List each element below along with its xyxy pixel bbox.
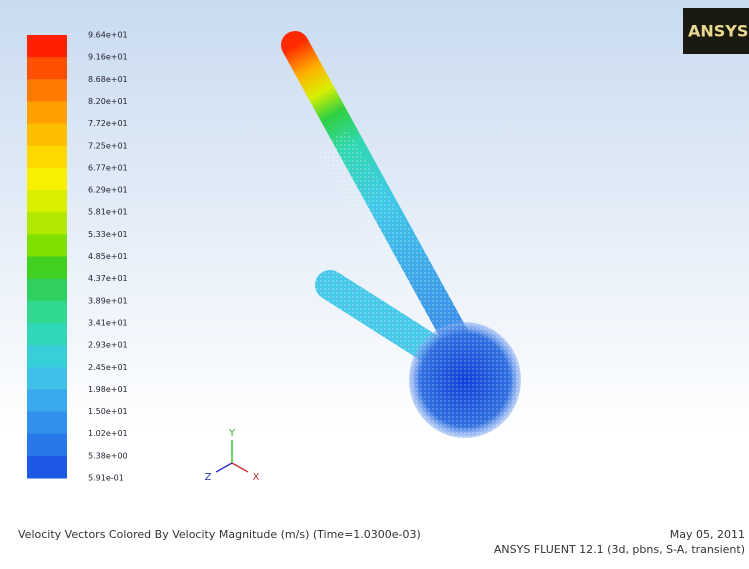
color-band [27, 35, 67, 58]
viewer: 9.64e+01 9.16e+01 8.68e+01 8.20e+01 7.72e+01… [0, 0, 749, 565]
color-bar-label: 6.29e+01 [88, 186, 128, 195]
caption: Velocity Vectors Colored By Velocity Mag… [18, 528, 421, 541]
color-bar-label: 8.20e+01 [88, 97, 128, 106]
color-bar-label: 2.45e+01 [88, 363, 128, 372]
color-bar-label: 3.41e+01 [88, 318, 128, 327]
color-band [27, 434, 67, 457]
y-label: Y [228, 428, 236, 439]
color-bar-label: 4.85e+01 [88, 252, 128, 261]
color-band [27, 212, 67, 235]
z-label: Z [205, 472, 212, 483]
color-band [27, 279, 67, 302]
color-bar-label: 8.68e+01 [88, 75, 128, 84]
color-bar-label: 1.02e+01 [88, 429, 128, 438]
x-label: X [253, 472, 260, 483]
color-band [27, 301, 67, 324]
color-bar-label: 5.91e-01 [88, 474, 124, 483]
date: May 05, 2011 [670, 528, 745, 541]
color-bar-label: 1.50e+01 [88, 407, 128, 416]
color-band [27, 190, 67, 213]
logo: ANSYS [683, 8, 749, 54]
color-bar-label: 5.33e+01 [88, 230, 128, 239]
color-band [27, 367, 67, 390]
chamber-vectors [409, 322, 521, 438]
color-bar-label: 2.93e+01 [88, 341, 128, 350]
color-band [27, 412, 67, 435]
color-bar-label: 6.77e+01 [88, 163, 128, 172]
color-bar-labels: 9.64e+01 9.16e+01 8.68e+01 8.20e+01 7.72e+01… [88, 31, 128, 483]
color-band [27, 79, 67, 102]
color-bar-label: 1.98e+01 [88, 385, 128, 394]
color-band [27, 234, 67, 257]
color-band [27, 57, 67, 80]
color-bar-label: 9.16e+01 [88, 53, 128, 62]
color-band [27, 323, 67, 346]
color-bar-label: 5.38e+00 [88, 451, 128, 460]
color-band [27, 345, 67, 368]
color-bar-label: 7.72e+01 [88, 119, 128, 128]
color-band [27, 389, 67, 412]
color-bar-label: 9.64e+01 [88, 31, 128, 40]
color-band [27, 168, 67, 191]
color-band [27, 257, 67, 280]
solver-info: ANSYS FLUENT 12.1 (3d, pbns, S-A, transi… [494, 543, 745, 556]
logo-text: ANSYS [688, 22, 748, 41]
color-bar-label: 4.37e+01 [88, 274, 128, 283]
color-band [27, 146, 67, 169]
color-band [27, 101, 67, 124]
color-bar-label: 7.25e+01 [88, 141, 128, 150]
color-bar [27, 35, 67, 479]
color-band [27, 456, 67, 479]
color-bar-label: 3.89e+01 [88, 296, 128, 305]
color-bar-label: 5.81e+01 [88, 208, 128, 217]
color-band [27, 124, 67, 147]
